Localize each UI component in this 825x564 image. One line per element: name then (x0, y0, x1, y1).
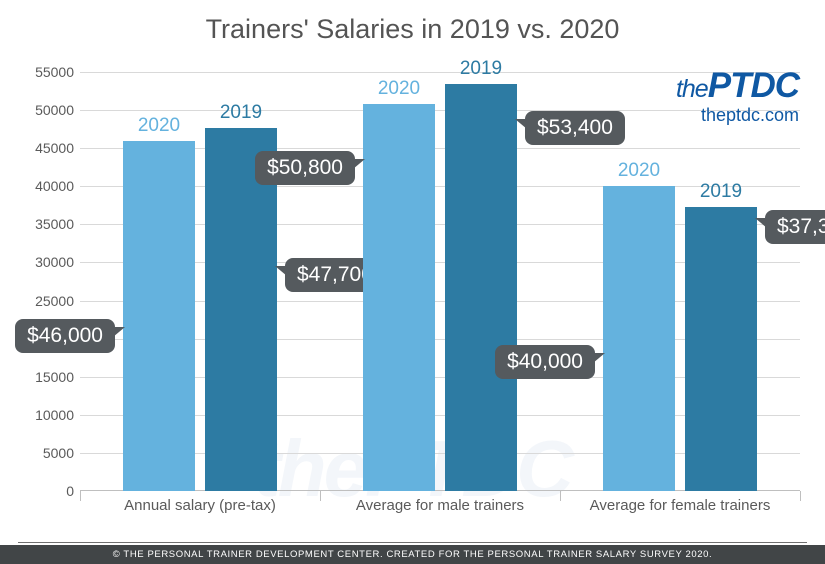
bar-year-label: 2019 (445, 58, 517, 80)
y-tick-label: 50000 (24, 102, 74, 118)
value-callout: $53,400 (525, 111, 625, 145)
chart-title: Trainers' Salaries in 2019 vs. 2020 (0, 0, 825, 45)
chart-container: Trainers' Salaries in 2019 vs. 2020 theP… (0, 0, 825, 545)
x-divider (800, 491, 801, 501)
logo-url: theptdc.com (676, 105, 799, 126)
x-category-label: Average for male trainers (320, 491, 560, 514)
bar-year-label: 2020 (123, 115, 195, 137)
footer-divider (18, 542, 807, 543)
bar-2020: 2020 (363, 104, 435, 491)
bar-year-label: 2019 (685, 181, 757, 203)
y-tick-label: 5000 (24, 445, 74, 461)
brand-logo: thePTDC theptdc.com (676, 68, 799, 126)
y-tick-label: 40000 (24, 178, 74, 194)
y-tick-label: 25000 (24, 293, 74, 309)
value-callout: $40,000 (495, 345, 595, 379)
y-tick-label: 45000 (24, 140, 74, 156)
y-tick-label: 0 (24, 483, 74, 499)
bar-year-label: 2020 (363, 78, 435, 100)
value-callout: $37,300 (765, 210, 825, 244)
value-callout: $46,000 (15, 319, 115, 353)
plot-area: 0500010000150002000025000300003500040000… (80, 72, 800, 491)
value-callout: $50,800 (255, 151, 355, 185)
y-tick-label: 55000 (24, 64, 74, 80)
bar-2020: 2020 (603, 186, 675, 491)
y-tick-label: 10000 (24, 407, 74, 423)
x-category-label: Average for female trainers (560, 491, 800, 514)
y-tick-label: 15000 (24, 369, 74, 385)
bar-year-label: 2019 (205, 102, 277, 124)
y-tick-label: 30000 (24, 254, 74, 270)
logo-text: thePTDC (676, 68, 799, 103)
x-category-label: Annual salary (pre-tax) (80, 491, 320, 514)
bar-year-label: 2020 (603, 160, 675, 182)
bar-2019: 2019 (445, 84, 517, 491)
footer-credit: © THE PERSONAL TRAINER DEVELOPMENT CENTE… (0, 545, 825, 564)
bar-2020: 2020 (123, 141, 195, 491)
bar-2019: 2019 (685, 207, 757, 491)
y-tick-label: 35000 (24, 216, 74, 232)
